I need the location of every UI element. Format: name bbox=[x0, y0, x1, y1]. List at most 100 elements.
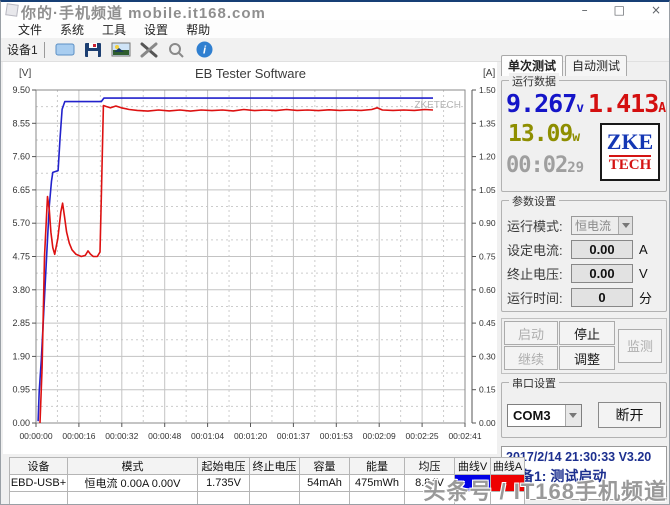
runtime-display: 00:0229 bbox=[506, 153, 585, 178]
col-energy: 能量 bbox=[349, 457, 405, 475]
svg-text:0.75: 0.75 bbox=[479, 252, 496, 262]
cell-curve-a[interactable] bbox=[490, 474, 525, 492]
svg-text:00:02:41: 00:02:41 bbox=[448, 431, 481, 441]
svg-text:0.00: 0.00 bbox=[479, 418, 496, 428]
set-current-label: 设定电流: bbox=[507, 242, 563, 258]
minimize-button[interactable]: – bbox=[581, 3, 588, 17]
disconnect-button[interactable]: 断开 bbox=[597, 402, 661, 428]
svg-text:00:01:04: 00:01:04 bbox=[191, 431, 224, 441]
maximize-button[interactable]: □ bbox=[613, 3, 625, 17]
svg-text:9.50: 9.50 bbox=[12, 85, 30, 95]
svg-text:ZKETECH: ZKETECH bbox=[414, 100, 461, 111]
tools-icon[interactable] bbox=[138, 41, 160, 59]
test-tabs: 单次测试 自动测试 bbox=[501, 55, 667, 76]
col-start-voltage: 起始电压 bbox=[197, 457, 250, 475]
svg-text:00:02:09: 00:02:09 bbox=[363, 431, 396, 441]
svg-text:00:01:37: 00:01:37 bbox=[277, 431, 310, 441]
cell-energy: 475mWh bbox=[349, 474, 405, 492]
device-selector[interactable]: 设备1 bbox=[7, 43, 38, 57]
svg-text:1.90: 1.90 bbox=[12, 351, 30, 361]
toolbar-separator bbox=[43, 41, 45, 58]
svg-text:EB Tester Software: EB Tester Software bbox=[195, 66, 306, 81]
svg-text:0.45: 0.45 bbox=[479, 318, 496, 328]
continue-button[interactable]: 继续 bbox=[504, 346, 558, 370]
results-table: 设备 模式 起始电压 终止电压 容量 能量 均压 曲线V 曲线A EBD-USB… bbox=[9, 457, 525, 504]
table-row-empty bbox=[9, 491, 525, 504]
svg-text:1.05: 1.05 bbox=[479, 185, 496, 195]
cell-device[interactable]: EBD-USB+ bbox=[9, 474, 68, 492]
monitor-button[interactable]: 监测 bbox=[618, 328, 662, 363]
set-current-unit: A bbox=[639, 241, 648, 257]
svg-text:0.95: 0.95 bbox=[12, 385, 30, 395]
svg-text:00:00:32: 00:00:32 bbox=[105, 431, 138, 441]
cell-end-voltage bbox=[249, 474, 300, 492]
svg-text:00:01:20: 00:01:20 bbox=[234, 431, 267, 441]
menu-help[interactable]: 帮助 bbox=[186, 22, 211, 37]
tab-single-test[interactable]: 单次测试 bbox=[501, 55, 564, 76]
svg-text:0.90: 0.90 bbox=[479, 218, 496, 228]
col-avg-voltage: 均压 bbox=[404, 457, 455, 475]
cutoff-voltage-unit: V bbox=[639, 265, 648, 281]
run-mode-select[interactable]: 恒电流 bbox=[571, 215, 633, 235]
status-message: 设备1: 测试启动 bbox=[506, 468, 607, 484]
svg-text:i: i bbox=[203, 45, 207, 57]
curve-v-swatch[interactable] bbox=[455, 475, 490, 491]
col-mode: 模式 bbox=[67, 457, 198, 475]
menu-file[interactable]: 文件 bbox=[18, 22, 43, 37]
cell-curve-v[interactable] bbox=[454, 474, 491, 492]
cell-start-voltage: 1.735V bbox=[197, 474, 250, 492]
svg-text:00:02:25: 00:02:25 bbox=[406, 431, 439, 441]
menu-settings[interactable]: 设置 bbox=[144, 22, 169, 37]
zketech-logo: ZKE TECH bbox=[600, 123, 660, 181]
control-buttons: 启动 停止 监测 继续 调整 bbox=[501, 318, 667, 374]
zoom-icon[interactable] bbox=[166, 41, 188, 59]
watermark-top: 你的·手机频道 mobile.it168.com bbox=[21, 5, 266, 22]
svg-text:1.20: 1.20 bbox=[479, 152, 496, 162]
watermark-bottom: 头条号 / IT168手机频道 bbox=[423, 479, 667, 504]
svg-text:0.00: 0.00 bbox=[12, 418, 30, 428]
cutoff-voltage-field[interactable] bbox=[571, 263, 633, 283]
menu-system[interactable]: 系统 bbox=[60, 22, 85, 37]
chart-panel: 9.50 8.55 7.60 6.65 5.70 4.75 3.80 2.85 1.90 0.95… bbox=[3, 62, 497, 454]
cell-mode: 恒电流 0.00A 0.00V bbox=[67, 474, 198, 492]
svg-text:[V]: [V] bbox=[19, 68, 31, 79]
title-bar: 你的·手机频道 mobile.it168.com – □ × bbox=[1, 2, 669, 22]
chevron-down-icon[interactable] bbox=[618, 216, 632, 234]
com-port-select[interactable]: COM3 bbox=[507, 403, 582, 427]
tab-auto-test[interactable]: 自动测试 bbox=[565, 55, 628, 76]
adjust-button[interactable]: 调整 bbox=[559, 346, 615, 370]
serial-group: 串口设置 COM3 断开 bbox=[501, 375, 667, 438]
cell-capacity: 54mAh bbox=[299, 474, 350, 492]
image-icon[interactable] bbox=[110, 41, 132, 59]
col-curve-v: 曲线V bbox=[454, 457, 491, 475]
table-header-row: 设备 模式 起始电压 终止电压 容量 能量 均压 曲线V 曲线A bbox=[9, 457, 525, 475]
svg-text:3.80: 3.80 bbox=[12, 285, 30, 295]
stop-button[interactable]: 停止 bbox=[559, 321, 615, 345]
svg-text:00:00:16: 00:00:16 bbox=[62, 431, 95, 441]
col-curve-a: 曲线A bbox=[490, 457, 525, 475]
app-icon bbox=[5, 3, 19, 17]
start-button[interactable]: 启动 bbox=[504, 321, 558, 345]
run-time-field[interactable] bbox=[571, 287, 633, 307]
svg-text:0.15: 0.15 bbox=[479, 385, 496, 395]
svg-text:[A]: [A] bbox=[483, 68, 495, 79]
save-icon[interactable] bbox=[82, 41, 104, 59]
cell-avg-voltage: 8.84V bbox=[404, 474, 455, 492]
status-log: 2017/2/14 21:30:33 V3.20 设备1: 测试启动 bbox=[501, 446, 667, 500]
menu-tools[interactable]: 工具 bbox=[102, 22, 127, 37]
curve-a-swatch[interactable] bbox=[491, 475, 524, 491]
close-button[interactable]: × bbox=[650, 3, 661, 17]
set-current-field[interactable] bbox=[571, 239, 633, 259]
current-display: 1.413A bbox=[588, 89, 667, 118]
svg-text:1.50: 1.50 bbox=[479, 85, 496, 95]
svg-text:1.35: 1.35 bbox=[479, 118, 496, 128]
svg-text:7.60: 7.60 bbox=[12, 152, 30, 162]
chevron-down-icon[interactable] bbox=[564, 404, 581, 426]
params-group: 参数设置 运行模式: 恒电流 设定电流: A 终止电压: V 运行时间: bbox=[501, 193, 667, 312]
info-icon[interactable]: i bbox=[194, 41, 216, 59]
col-device: 设备 bbox=[9, 457, 68, 475]
chat-icon[interactable] bbox=[54, 41, 76, 59]
run-mode-label: 运行模式: bbox=[507, 218, 563, 234]
cutoff-voltage-label: 终止电压: bbox=[507, 266, 563, 282]
